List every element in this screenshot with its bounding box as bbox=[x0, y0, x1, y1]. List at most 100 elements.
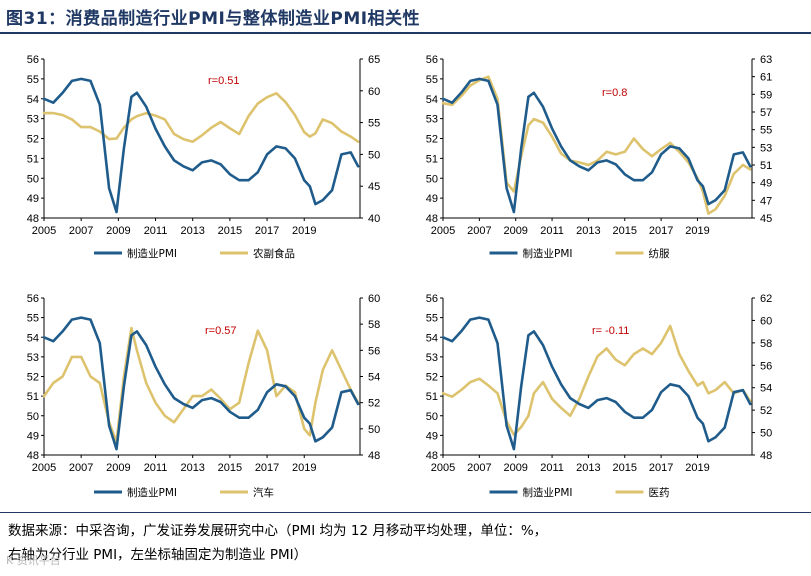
left-tick-label: 56 bbox=[426, 54, 438, 66]
left-tick-label: 54 bbox=[426, 94, 438, 106]
left-tick-label: 50 bbox=[27, 411, 39, 423]
x-tick-label: 2015 bbox=[613, 225, 637, 237]
x-tick-label: 2007 bbox=[69, 462, 93, 474]
right-tick-label: 40 bbox=[368, 213, 380, 225]
correlation-label: r= -0.11 bbox=[592, 325, 629, 337]
right-tick-label: 48 bbox=[760, 450, 772, 462]
left-tick-label: 56 bbox=[27, 293, 39, 305]
left-tick-label: 50 bbox=[426, 411, 438, 423]
legend-label-pmi: 制造业PMI bbox=[523, 486, 573, 499]
series-line-manufacturing-pmi bbox=[42, 316, 360, 451]
x-tick-label: 2005 bbox=[431, 462, 455, 474]
right-tick-label: 51 bbox=[760, 160, 772, 172]
source-line-2: 右轴为分行业 PMI，左坐标轴固定为制造业 PMI） bbox=[8, 547, 308, 563]
legend-label-industry: 农副食品 bbox=[253, 247, 295, 260]
right-tick-label: 65 bbox=[368, 54, 380, 66]
left-tick-label: 55 bbox=[27, 313, 39, 325]
right-tick-label: 56 bbox=[368, 345, 380, 357]
right-tick-label: 60 bbox=[368, 86, 380, 98]
right-tick-label: 58 bbox=[368, 319, 380, 331]
right-tick-label: 54 bbox=[368, 372, 380, 384]
left-tick-label: 51 bbox=[27, 391, 39, 403]
chart-panel-2: 48 49 50 51 52 53 54 55 56 45 47 49 51 53 55 57 59 61 63 20… bbox=[426, 54, 773, 260]
left-tick-label: 56 bbox=[426, 293, 438, 305]
right-tick-label: 50 bbox=[760, 428, 772, 440]
x-tick-label: 2005 bbox=[431, 225, 455, 237]
legend-label-industry: 医药 bbox=[649, 487, 670, 499]
left-tick-label: 53 bbox=[426, 114, 438, 126]
charts-canvas: 48 49 50 51 52 53 54 55 56 40 45 50 55 60 65 2005 2007 20… bbox=[27, 54, 773, 499]
series-line-industry-pmi bbox=[42, 326, 360, 444]
right-tick-label: 56 bbox=[760, 360, 772, 372]
right-tick-label: 59 bbox=[760, 89, 772, 101]
x-tick-label: 2009 bbox=[503, 225, 527, 237]
chart-panel-4: 48 49 50 51 52 53 54 55 56 48 50 52 54 56 58 60 62 2005 20… bbox=[426, 293, 773, 499]
left-tick-label: 52 bbox=[426, 372, 438, 384]
legend-label-industry: 汽车 bbox=[253, 486, 274, 499]
right-tick-label: 52 bbox=[368, 398, 380, 410]
right-tick-label: 48 bbox=[368, 450, 380, 462]
left-tick-label: 56 bbox=[27, 54, 39, 66]
watermark: K 资讯平台 bbox=[6, 554, 61, 567]
left-tick-label: 52 bbox=[426, 134, 438, 146]
x-tick-label: 2013 bbox=[576, 225, 600, 237]
left-tick-label: 50 bbox=[27, 173, 39, 185]
x-tick-label: 2015 bbox=[218, 225, 242, 237]
figure-title: 图31：消费品制造行业PMI与整体制造业PMI相关性 bbox=[6, 9, 421, 29]
left-tick-label: 48 bbox=[27, 213, 39, 225]
title-divider bbox=[0, 32, 811, 34]
left-tick-label: 54 bbox=[27, 332, 39, 344]
left-tick-label: 51 bbox=[426, 153, 438, 165]
source-line-1: 数据来源：中采咨询，广发证券发展研究中心（PMI 均为 12 月移动平均处理，单… bbox=[8, 523, 548, 539]
right-tick-label: 55 bbox=[760, 125, 772, 137]
left-tick-label: 48 bbox=[426, 213, 438, 225]
source-divider bbox=[0, 512, 811, 513]
right-tick-label: 60 bbox=[368, 293, 380, 305]
x-tick-label: 2015 bbox=[218, 462, 242, 474]
left-tick-label: 53 bbox=[27, 114, 39, 126]
x-tick-label: 2013 bbox=[180, 462, 204, 474]
x-tick-label: 2007 bbox=[467, 462, 491, 474]
left-tick-label: 52 bbox=[27, 134, 39, 146]
right-tick-label: 53 bbox=[760, 142, 772, 154]
series-line-industry-pmi bbox=[441, 324, 752, 437]
right-tick-label: 55 bbox=[368, 118, 380, 130]
x-tick-label: 2009 bbox=[106, 462, 130, 474]
left-tick-label: 49 bbox=[27, 193, 39, 205]
x-tick-label: 2007 bbox=[69, 225, 93, 237]
right-tick-label: 50 bbox=[368, 149, 380, 161]
x-tick-label: 2011 bbox=[540, 462, 564, 474]
series-line-industry-pmi bbox=[42, 92, 360, 143]
left-tick-label: 55 bbox=[27, 74, 39, 86]
left-tick-label: 55 bbox=[426, 313, 438, 325]
x-tick-label: 2019 bbox=[685, 462, 709, 474]
x-tick-label: 2015 bbox=[613, 462, 637, 474]
legend-label-pmi: 制造业PMI bbox=[523, 247, 573, 260]
left-tick-label: 49 bbox=[426, 430, 438, 442]
left-tick-label: 52 bbox=[27, 372, 39, 384]
correlation-label: r=0.57 bbox=[205, 325, 237, 337]
left-tick-label: 49 bbox=[426, 193, 438, 205]
right-tick-label: 45 bbox=[368, 181, 380, 193]
x-tick-label: 2013 bbox=[180, 225, 204, 237]
legend-label-pmi: 制造业PMI bbox=[127, 486, 177, 499]
right-tick-label: 60 bbox=[760, 315, 772, 327]
left-tick-label: 50 bbox=[426, 173, 438, 185]
x-tick-label: 2009 bbox=[503, 462, 527, 474]
x-tick-label: 2011 bbox=[144, 462, 168, 474]
x-tick-label: 2007 bbox=[467, 225, 491, 237]
right-tick-label: 58 bbox=[760, 338, 772, 350]
right-tick-label: 63 bbox=[760, 54, 772, 66]
chart-panel-1: 48 49 50 51 52 53 54 55 56 40 45 50 55 60 65 2005 2007 20… bbox=[27, 54, 381, 260]
series-line-manufacturing-pmi bbox=[42, 77, 360, 214]
right-tick-label: 45 bbox=[760, 213, 772, 225]
x-tick-label: 2017 bbox=[649, 462, 673, 474]
x-tick-label: 2017 bbox=[255, 462, 279, 474]
x-tick-label: 2019 bbox=[292, 225, 316, 237]
right-tick-label: 47 bbox=[760, 195, 772, 207]
x-tick-label: 2019 bbox=[685, 225, 709, 237]
x-tick-label: 2005 bbox=[32, 462, 56, 474]
x-tick-label: 2009 bbox=[106, 225, 130, 237]
x-tick-label: 2011 bbox=[540, 225, 564, 237]
x-tick-label: 2017 bbox=[255, 225, 279, 237]
